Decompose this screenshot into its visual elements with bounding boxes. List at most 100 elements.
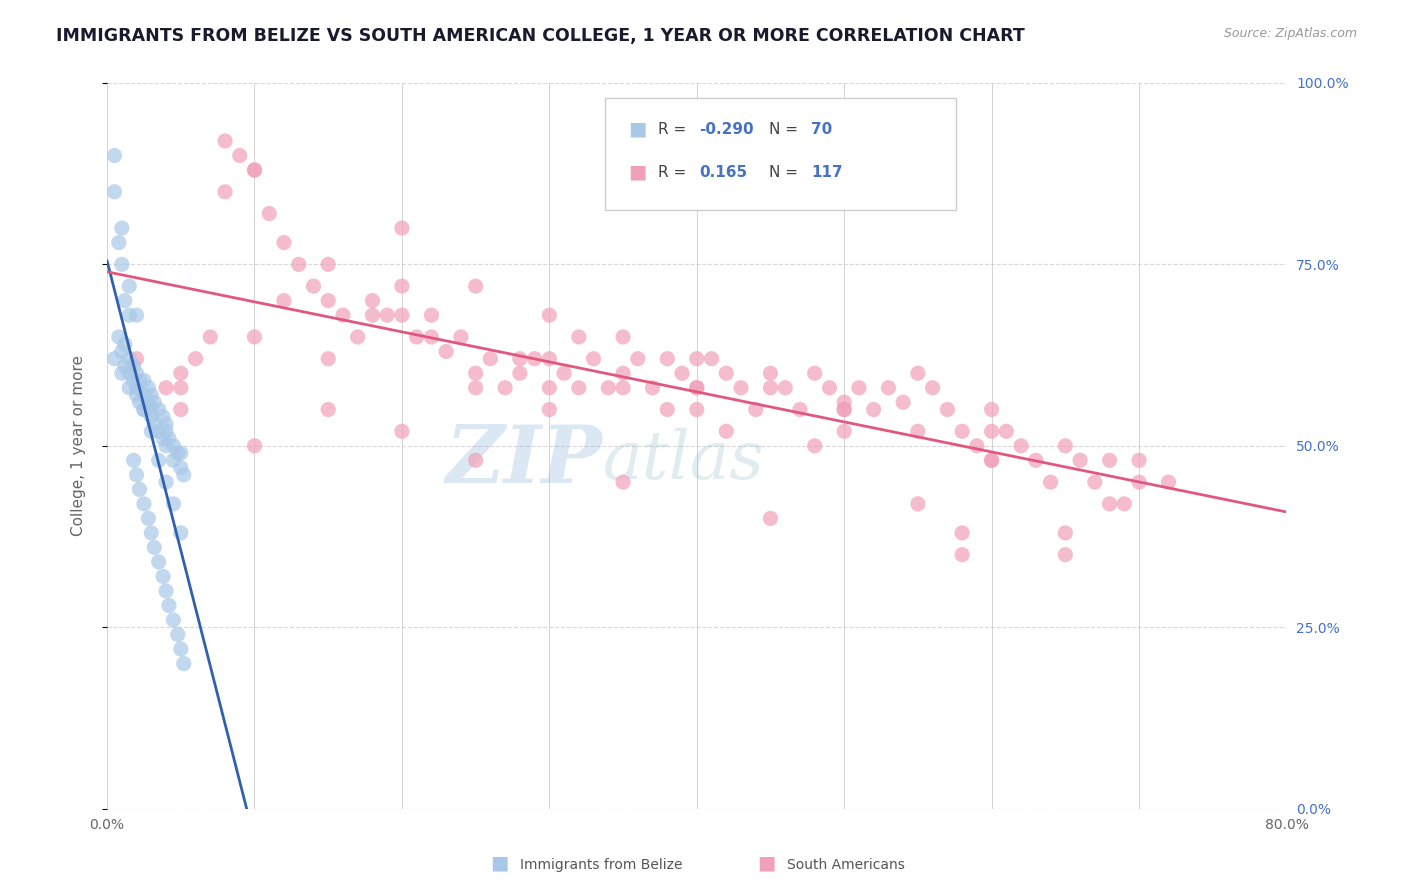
Point bbox=[243, 439, 266, 453]
Point bbox=[627, 351, 650, 366]
Point bbox=[420, 308, 443, 322]
Point bbox=[686, 402, 709, 417]
Point bbox=[114, 359, 136, 373]
Point bbox=[759, 511, 782, 525]
Point bbox=[128, 395, 150, 409]
Point bbox=[803, 366, 825, 380]
Point bbox=[848, 381, 870, 395]
Y-axis label: College, 1 year or more: College, 1 year or more bbox=[72, 355, 86, 536]
Point bbox=[162, 453, 184, 467]
Point bbox=[730, 381, 752, 395]
Point bbox=[1054, 548, 1077, 562]
Point bbox=[832, 402, 855, 417]
Point bbox=[257, 206, 280, 220]
Point bbox=[155, 381, 177, 395]
Point bbox=[479, 351, 502, 366]
Point bbox=[141, 409, 163, 424]
Point bbox=[148, 425, 170, 439]
Point bbox=[832, 425, 855, 439]
Point bbox=[391, 279, 413, 293]
Point bbox=[122, 374, 145, 388]
Text: N =: N = bbox=[769, 165, 803, 179]
Point bbox=[170, 642, 193, 657]
Point bbox=[148, 555, 170, 569]
Point bbox=[657, 351, 679, 366]
Point bbox=[686, 351, 709, 366]
Text: 117: 117 bbox=[811, 165, 842, 179]
Point bbox=[155, 475, 177, 489]
Point bbox=[1025, 453, 1047, 467]
Point bbox=[118, 366, 141, 380]
Text: South Americans: South Americans bbox=[787, 858, 905, 872]
Point bbox=[434, 344, 457, 359]
Point bbox=[143, 395, 166, 409]
Point bbox=[538, 381, 561, 395]
Point bbox=[1084, 475, 1107, 489]
Point bbox=[686, 381, 709, 395]
Point bbox=[1069, 453, 1091, 467]
Point bbox=[200, 330, 222, 344]
Point bbox=[716, 366, 738, 380]
Point bbox=[789, 402, 811, 417]
Point bbox=[132, 402, 155, 417]
Point bbox=[170, 446, 193, 460]
Point bbox=[157, 432, 180, 446]
Point bbox=[148, 453, 170, 467]
Point bbox=[759, 366, 782, 380]
Point bbox=[509, 351, 531, 366]
Point bbox=[553, 366, 575, 380]
Point bbox=[1098, 497, 1121, 511]
Point bbox=[125, 308, 148, 322]
Point bbox=[162, 439, 184, 453]
Point bbox=[980, 402, 1002, 417]
Point bbox=[1054, 439, 1077, 453]
Point bbox=[361, 293, 384, 308]
Text: IMMIGRANTS FROM BELIZE VS SOUTH AMERICAN COLLEGE, 1 YEAR OR MORE CORRELATION CHA: IMMIGRANTS FROM BELIZE VS SOUTH AMERICAN… bbox=[56, 27, 1025, 45]
Point bbox=[1098, 453, 1121, 467]
Text: Source: ZipAtlas.com: Source: ZipAtlas.com bbox=[1223, 27, 1357, 40]
Point bbox=[612, 381, 634, 395]
Point bbox=[302, 279, 325, 293]
Point bbox=[1128, 453, 1150, 467]
Text: R =: R = bbox=[658, 165, 692, 179]
Point bbox=[464, 279, 486, 293]
Point bbox=[173, 657, 195, 671]
Point bbox=[391, 425, 413, 439]
Point bbox=[657, 402, 679, 417]
Point bbox=[141, 402, 163, 417]
Point bbox=[950, 425, 973, 439]
Point bbox=[361, 308, 384, 322]
Point bbox=[612, 330, 634, 344]
Point bbox=[773, 381, 796, 395]
Text: ZIP: ZIP bbox=[446, 422, 602, 499]
Point bbox=[832, 395, 855, 409]
Point bbox=[641, 381, 664, 395]
Point bbox=[907, 366, 929, 380]
Point bbox=[170, 460, 193, 475]
Point bbox=[243, 163, 266, 178]
Point bbox=[391, 221, 413, 235]
Point bbox=[582, 351, 605, 366]
Point bbox=[111, 344, 134, 359]
Point bbox=[118, 279, 141, 293]
Point bbox=[166, 446, 188, 460]
Point bbox=[509, 366, 531, 380]
Point bbox=[128, 483, 150, 497]
Point bbox=[332, 308, 354, 322]
Point bbox=[148, 402, 170, 417]
Point bbox=[118, 381, 141, 395]
Point bbox=[671, 366, 693, 380]
Text: R =: R = bbox=[658, 122, 692, 136]
Point bbox=[108, 235, 131, 250]
Point bbox=[832, 402, 855, 417]
Point bbox=[391, 308, 413, 322]
Point bbox=[1010, 439, 1032, 453]
Point bbox=[405, 330, 427, 344]
Text: -0.290: -0.290 bbox=[699, 122, 754, 136]
Text: ■: ■ bbox=[628, 162, 647, 182]
Point bbox=[862, 402, 884, 417]
Point bbox=[125, 467, 148, 482]
Point bbox=[464, 381, 486, 395]
Point bbox=[700, 351, 723, 366]
Point bbox=[132, 388, 155, 402]
